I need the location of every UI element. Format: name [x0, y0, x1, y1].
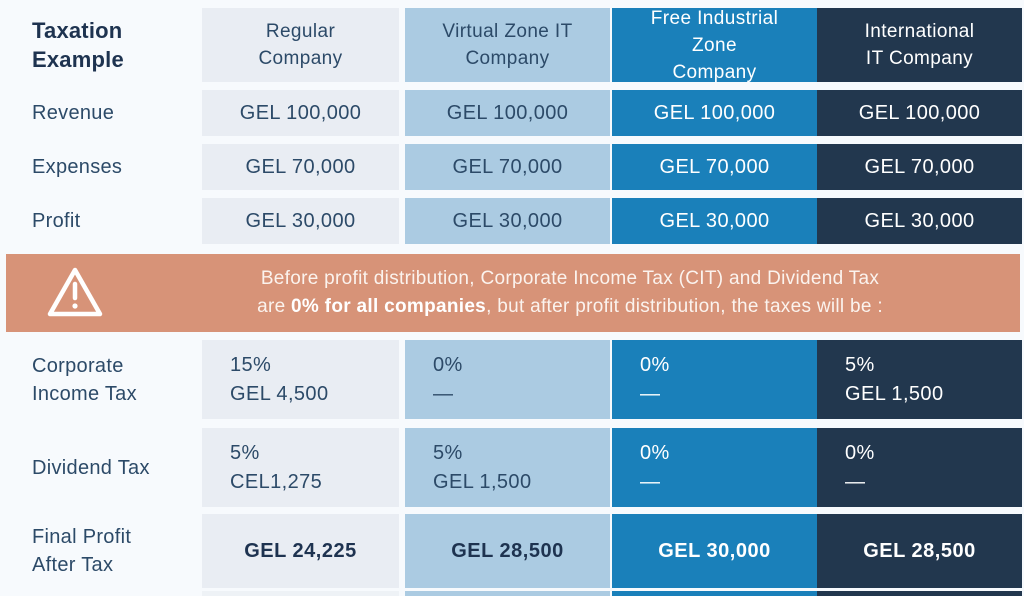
warning-line-2: are 0% for all companies, but after prof… — [257, 296, 883, 317]
table-row-corporate-income-tax: Corporate Income Tax 15% GEL 4,500 0% — … — [0, 340, 1024, 419]
cit-regular: 15% GEL 4,500 — [202, 340, 399, 419]
cit-regular-rate: 15% — [230, 353, 272, 376]
final-profit-virtual-zone: GEL 28,500 — [405, 514, 610, 588]
table-row-expenses: Expenses GEL 70,000 GEL 70,000 GEL 70,00… — [0, 144, 1024, 190]
dividend-virtual-rate: 5% — [433, 441, 463, 464]
bottom-cropped-row-strip — [0, 591, 1024, 596]
dividend-international-amount: — — [845, 470, 866, 493]
profit-virtual-zone: GEL 30,000 — [405, 198, 610, 244]
page-title: Taxation Example — [0, 8, 202, 82]
profit-regular: GEL 30,000 — [202, 198, 399, 244]
expenses-regular: GEL 70,000 — [202, 144, 399, 190]
warning-banner-text: Before profit distribution, Corporate In… — [144, 265, 1020, 321]
cit-virtual-zone: 0% — — [405, 340, 610, 419]
row-label-profit: Profit — [32, 210, 81, 232]
dividend-international: 0% — — [817, 428, 1022, 507]
cit-regular-amount: GEL 4,500 — [230, 382, 329, 405]
dividend-free-zone: 0% — — [612, 428, 817, 507]
dividend-free-zone-rate: 0% — [640, 441, 670, 464]
final-profit-free-zone: GEL 30,000 — [612, 514, 817, 588]
revenue-international: GEL 100,000 — [817, 90, 1022, 136]
dividend-free-zone-amount: — — [640, 470, 661, 493]
column-header-regular-company: Regular Company — [202, 8, 399, 82]
cit-virtual-amount: — — [433, 382, 454, 405]
cit-international: 5% GEL 1,500 — [817, 340, 1022, 419]
revenue-virtual-zone: GEL 100,000 — [405, 90, 610, 136]
expenses-virtual-zone: GEL 70,000 — [405, 144, 610, 190]
cit-free-zone-rate: 0% — [640, 353, 670, 376]
expenses-international: GEL 70,000 — [817, 144, 1022, 190]
row-label-expenses: Expenses — [32, 156, 123, 178]
row-label-revenue: Revenue — [32, 102, 115, 124]
dividend-regular-rate: 5% — [230, 441, 260, 464]
revenue-regular: GEL 100,000 — [202, 90, 399, 136]
dividend-regular: 5% CEL1,275 — [202, 428, 399, 507]
profit-international: GEL 30,000 — [817, 198, 1022, 244]
table-row-revenue: Revenue GEL 100,000 GEL 100,000 GEL 100,… — [0, 90, 1024, 136]
row-label-dividend-tax: Dividend Tax — [32, 456, 150, 479]
revenue-free-zone: GEL 100,000 — [612, 90, 817, 136]
table-header-row: Taxation Example Regular Company Virtual… — [0, 8, 1024, 83]
row-label-final-profit: Final Profit After Tax — [32, 526, 132, 576]
table-row-final-profit: Final Profit After Tax GEL 24,225 GEL 28… — [0, 514, 1024, 588]
dividend-virtual-zone: 5% GEL 1,500 — [405, 428, 610, 507]
cit-free-zone: 0% — — [612, 340, 817, 419]
dividend-international-rate: 0% — [845, 441, 875, 464]
column-header-free-industrial-zone: Free Industrial Zone Company — [612, 8, 817, 83]
cit-free-zone-amount: — — [640, 382, 661, 405]
page-title-text: Taxation Example — [32, 18, 124, 72]
dividend-regular-amount: CEL1,275 — [230, 470, 323, 493]
dividend-virtual-amount: GEL 1,500 — [433, 470, 532, 493]
warning-line-1: Before profit distribution, Corporate In… — [260, 268, 880, 289]
table-row-dividend-tax: Dividend Tax 5% CEL1,275 5% GEL 1,500 0%… — [0, 428, 1024, 507]
warning-triangle-icon — [6, 264, 144, 322]
warning-bold-text: 0% for all companies — [291, 296, 487, 317]
cit-virtual-rate: 0% — [433, 353, 463, 376]
final-profit-international: GEL 28,500 — [817, 514, 1022, 588]
table-row-profit: Profit GEL 30,000 GEL 30,000 GEL 30,000 … — [0, 198, 1024, 244]
expenses-free-zone: GEL 70,000 — [612, 144, 817, 190]
cit-international-rate: 5% — [845, 353, 875, 376]
row-label-corporate-income-tax: Corporate Income Tax — [32, 354, 137, 405]
profit-free-zone: GEL 30,000 — [612, 198, 817, 244]
cit-international-amount: GEL 1,500 — [845, 382, 944, 405]
column-header-virtual-zone: Virtual Zone IT Company — [405, 8, 610, 82]
warning-banner: Before profit distribution, Corporate In… — [6, 254, 1020, 332]
column-header-international: International IT Company — [817, 8, 1022, 82]
final-profit-regular: GEL 24,225 — [202, 514, 399, 588]
